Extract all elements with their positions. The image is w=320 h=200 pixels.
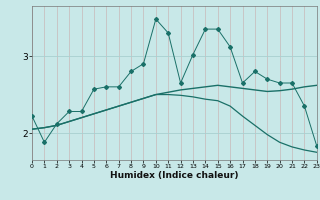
X-axis label: Humidex (Indice chaleur): Humidex (Indice chaleur) <box>110 171 239 180</box>
